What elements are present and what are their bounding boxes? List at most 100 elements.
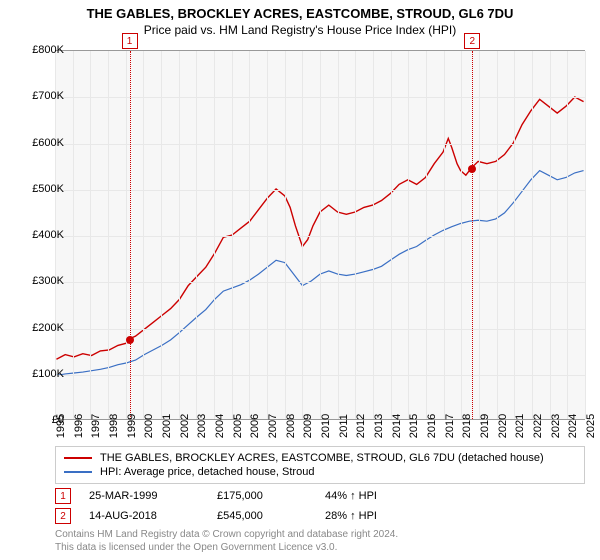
gridline-v [232,51,233,419]
x-axis-label: 2005 [232,414,244,438]
transaction-marker-box: 2 [464,33,480,49]
x-axis-label: 2001 [161,414,173,438]
gridline-v [73,51,74,419]
gridline-v [179,51,180,419]
gridline-v [461,51,462,419]
transaction-date: 25-MAR-1999 [89,490,199,502]
gridline-v [550,51,551,419]
legend-box: THE GABLES, BROCKLEY ACRES, EASTCOMBE, S… [55,446,585,484]
x-axis-label: 2025 [585,414,597,438]
x-axis-label: 2006 [249,414,261,438]
gridline-v [532,51,533,419]
x-axis-label: 2014 [391,414,403,438]
x-axis-label: 2002 [179,414,191,438]
x-axis-label: 2012 [355,414,367,438]
gridline-v [267,51,268,419]
x-axis-label: 2007 [267,414,279,438]
transaction-price: £545,000 [217,510,307,522]
x-axis-label: 1999 [126,414,138,438]
x-axis-label: 2003 [196,414,208,438]
footer-attribution: Contains HM Land Registry data © Crown c… [55,528,585,554]
gridline-v [355,51,356,419]
y-axis-label: £500K [32,183,64,195]
chart-container: THE GABLES, BROCKLEY ACRES, EASTCOMBE, S… [0,0,600,560]
x-axis-label: 2013 [373,414,385,438]
legend-label: HPI: Average price, detached house, Stro… [100,466,314,478]
gridline-v [285,51,286,419]
transaction-index-box: 1 [55,488,71,504]
y-axis-label: £800K [32,44,64,56]
y-axis-label: £400K [32,229,64,241]
gridline-v [196,51,197,419]
x-axis-label: 2017 [444,414,456,438]
gridline-v [373,51,374,419]
legend-item: THE GABLES, BROCKLEY ACRES, EASTCOMBE, S… [64,451,576,465]
gridline-v [585,51,586,419]
x-axis-label: 1998 [108,414,120,438]
y-axis-label: £100K [32,368,64,380]
transactions-table: 1 25-MAR-1999 £175,000 44% ↑ HPI 2 14-AUG-201… [55,486,585,526]
gridline-v [214,51,215,419]
gridline-v [90,51,91,419]
transaction-date: 14-AUG-2018 [89,510,199,522]
gridline-v [567,51,568,419]
x-axis-label: 2010 [320,414,332,438]
x-axis-label: 2023 [550,414,562,438]
footer-line-2: This data is licensed under the Open Gov… [55,541,585,554]
legend-swatch [64,457,92,459]
x-axis-label: 2004 [214,414,226,438]
transaction-marker-line [472,51,473,419]
gridline-v [108,51,109,419]
transaction-price: £175,000 [217,490,307,502]
gridline-v [338,51,339,419]
x-axis-label: 2018 [461,414,473,438]
legend-item: HPI: Average price, detached house, Stro… [64,465,576,479]
gridline-v [391,51,392,419]
transaction-marker-box: 1 [122,33,138,49]
gridline-v [249,51,250,419]
legend-label: THE GABLES, BROCKLEY ACRES, EASTCOMBE, S… [100,452,544,464]
plot-area: 12 [55,50,585,420]
gridline-v [444,51,445,419]
y-axis-label: £200K [32,322,64,334]
x-axis-label: 2016 [426,414,438,438]
transaction-index-box: 2 [55,508,71,524]
gridline-v [426,51,427,419]
gridline-v [126,51,127,419]
chart-title: THE GABLES, BROCKLEY ACRES, EASTCOMBE, S… [0,0,600,21]
x-axis-label: 2011 [338,414,350,438]
transaction-marker-dot [126,336,134,344]
x-axis-label: 2015 [408,414,420,438]
y-axis-label: £700K [32,90,64,102]
x-axis-label: 1997 [90,414,102,438]
x-axis-label: 2000 [143,414,155,438]
x-axis-label: 2008 [285,414,297,438]
gridline-v [302,51,303,419]
x-axis-label: 1996 [73,414,85,438]
chart-subtitle: Price paid vs. HM Land Registry's House … [0,21,600,37]
gridline-v [479,51,480,419]
gridline-v [320,51,321,419]
x-axis-label: 2009 [302,414,314,438]
x-axis-label: 1995 [55,414,67,438]
y-axis-label: £600K [32,137,64,149]
x-axis-label: 2019 [479,414,491,438]
legend-swatch [64,471,92,473]
gridline-v [143,51,144,419]
transaction-vs-hpi: 44% ↑ HPI [325,490,377,502]
x-axis-label: 2020 [497,414,509,438]
transaction-vs-hpi: 28% ↑ HPI [325,510,377,522]
x-axis-label: 2022 [532,414,544,438]
gridline-v [161,51,162,419]
footer-line-1: Contains HM Land Registry data © Crown c… [55,528,585,541]
gridline-v [497,51,498,419]
transaction-row: 1 25-MAR-1999 £175,000 44% ↑ HPI [55,486,585,506]
transaction-marker-line [130,51,131,419]
gridline-v [514,51,515,419]
y-axis-label: £300K [32,275,64,287]
transaction-row: 2 14-AUG-2018 £545,000 28% ↑ HPI [55,506,585,526]
gridline-v [408,51,409,419]
transaction-marker-dot [468,165,476,173]
x-axis-label: 2024 [567,414,579,438]
x-axis-label: 2021 [514,414,526,438]
